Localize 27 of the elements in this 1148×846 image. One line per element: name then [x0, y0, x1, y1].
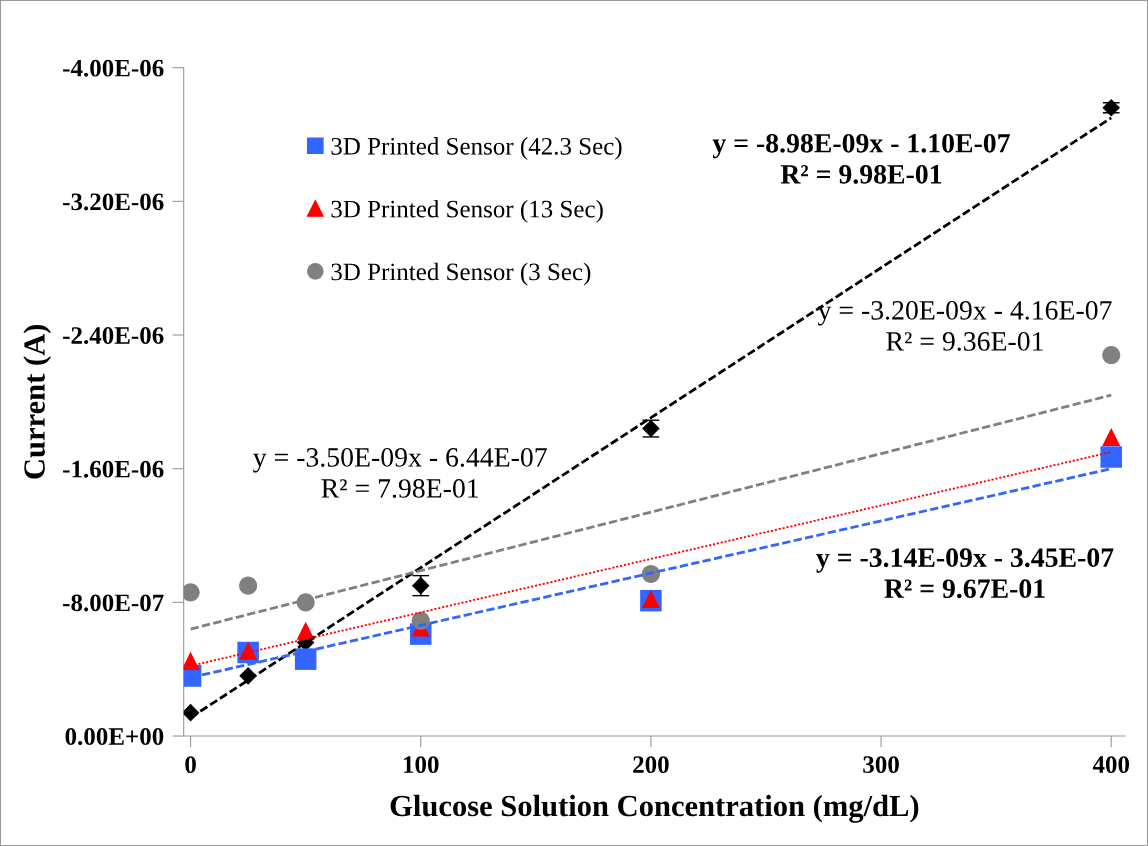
x-tick-label: 300	[863, 756, 899, 774]
legend-label: 3D Printed Sensor (3 Sec)	[331, 262, 591, 286]
y-tick-label: -3.20E-06	[63, 193, 164, 211]
point	[183, 583, 200, 602]
point	[296, 621, 315, 640]
legend-label: 3D Printed Sensor (13 Sec)	[331, 199, 603, 223]
point	[1102, 427, 1121, 446]
y-tick-label: 0.00E+00	[65, 728, 164, 746]
x-tick-label: 200	[633, 756, 669, 774]
point	[239, 576, 258, 595]
annotation: y = -8.98E-09x - 1.10E-07 R² = 9.98E-01	[712, 133, 1010, 184]
y-tick-label: -2.40E-06	[63, 327, 164, 345]
point	[1100, 446, 1122, 468]
y-axis-title: Current (A)	[23, 324, 52, 479]
annotation: y = -3.14E-09x - 3.45E-07 R² = 9.67E-01	[816, 548, 1114, 599]
annotation: y = -3.50E-09x - 6.44E-07 R² = 7.98E-01	[253, 448, 547, 498]
x-axis-title: Glucose Solution Concentration (mg/dL)	[390, 794, 919, 823]
x-tick-label: 400	[1092, 756, 1130, 774]
point	[183, 651, 200, 670]
x-tick-label: 100	[404, 756, 439, 774]
point	[294, 648, 317, 670]
y-tick-label: -4.00E-06	[63, 59, 164, 77]
legend-label: 3D Printed Sensor (42.3 Sec)	[331, 137, 622, 160]
y-tick-label: -8.00E-07	[63, 594, 164, 612]
y-tick-label: -1.60E-06	[63, 460, 164, 478]
x-tick-label: 0	[185, 756, 196, 774]
point	[1102, 346, 1121, 365]
